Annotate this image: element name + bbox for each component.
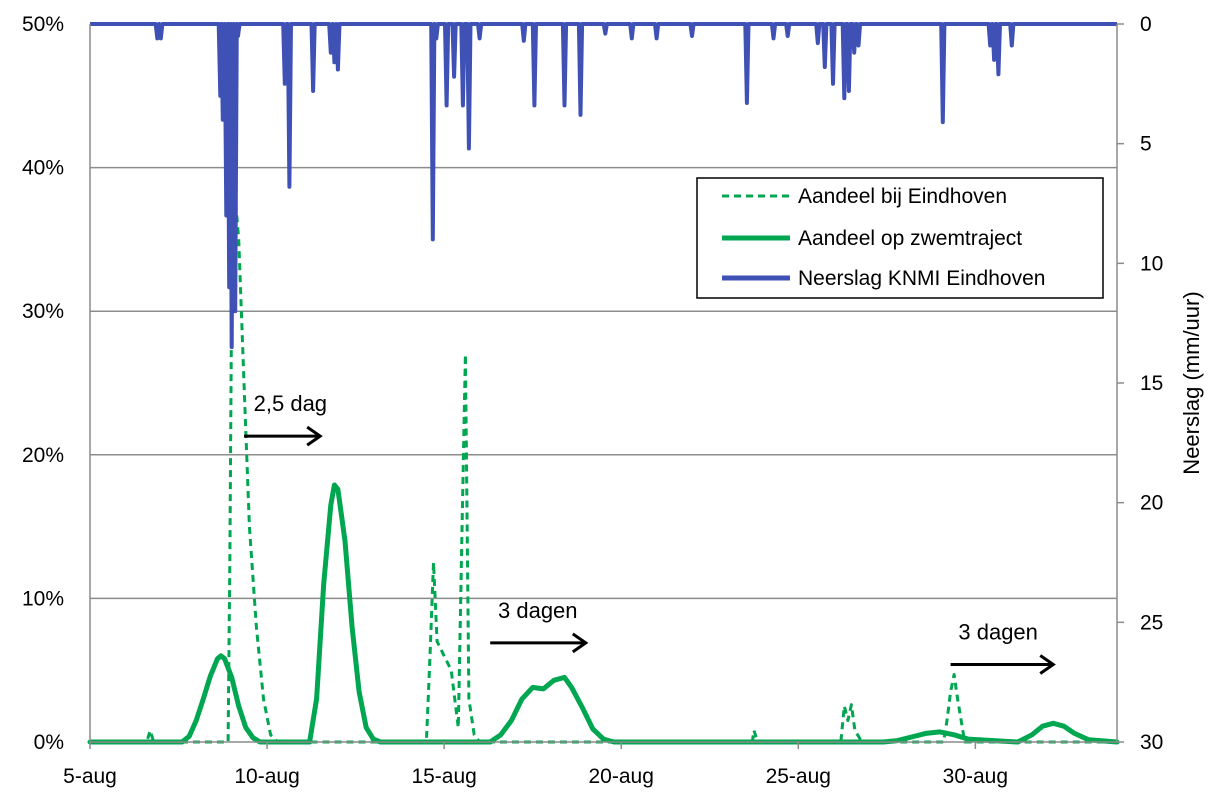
legend-label-neerslag: Neerslag KNMI Eindhoven <box>798 267 1045 290</box>
line-aandeel-op-zwemtraject <box>87 482 1120 745</box>
x-tick-label: 30-aug <box>943 765 1008 788</box>
annotation-label: 3 dagen <box>498 598 578 623</box>
right-y-tick-label: 15 <box>1140 372 1163 395</box>
left-y-tick-labels: 0% 10% 20% 30% 40% 50% <box>22 13 64 754</box>
series-aandeel-op-zwemtraject <box>87 482 1120 745</box>
left-y-tick-label: 50% <box>22 13 64 36</box>
x-tick-label: 20-aug <box>589 765 654 788</box>
annotation-arrow-head <box>571 632 589 654</box>
annotation-label: 3 dagen <box>958 619 1038 644</box>
x-tick-label: 25-aug <box>766 765 831 788</box>
legend-label-eindhoven: Aandeel bij Eindhoven <box>798 185 1007 208</box>
x-tick-label: 10-aug <box>234 765 299 788</box>
right-y-tick-label: 20 <box>1140 492 1163 515</box>
right-y-tick-labels: 0 5 10 15 20 25 30 <box>1117 13 1163 754</box>
legend: Aandeel bij Eindhoven Aandeel op zwemtra… <box>696 177 1104 299</box>
right-y-tick-label: 5 <box>1140 133 1152 156</box>
x-tick-label: 15-aug <box>411 765 476 788</box>
left-y-tick-label: 30% <box>22 300 64 323</box>
annotation-label: 2,5 dag <box>254 391 327 416</box>
line-neerslag-knmi-eindhoven <box>90 22 1117 350</box>
right-y-tick-label: 30 <box>1140 731 1163 754</box>
legend-label-zwemtraject: Aandeel op zwemtraject <box>798 227 1022 250</box>
annotation-arrow-head <box>1039 654 1056 675</box>
left-y-tick-label: 10% <box>22 587 64 610</box>
left-y-tick-label: 40% <box>22 157 64 180</box>
x-tick-label: 5-aug <box>63 765 117 788</box>
left-y-tick-label: 0% <box>34 731 64 754</box>
right-axis-title: Neerslag (mm/uur) <box>1179 291 1204 474</box>
x-tick-labels: 5-aug 10-aug 15-aug 20-aug 25-aug 30-aug <box>63 742 1008 788</box>
annotations: 2,5 dag 3 dagen 3 dagen <box>244 391 1056 675</box>
left-y-tick-label: 20% <box>22 444 64 467</box>
series-neerslag-knmi-eindhoven <box>90 22 1117 350</box>
right-y-tick-label: 0 <box>1140 13 1152 36</box>
right-y-tick-label: 10 <box>1140 252 1163 275</box>
annotation-arrow-head <box>306 425 323 447</box>
right-y-tick-label: 25 <box>1140 611 1163 634</box>
